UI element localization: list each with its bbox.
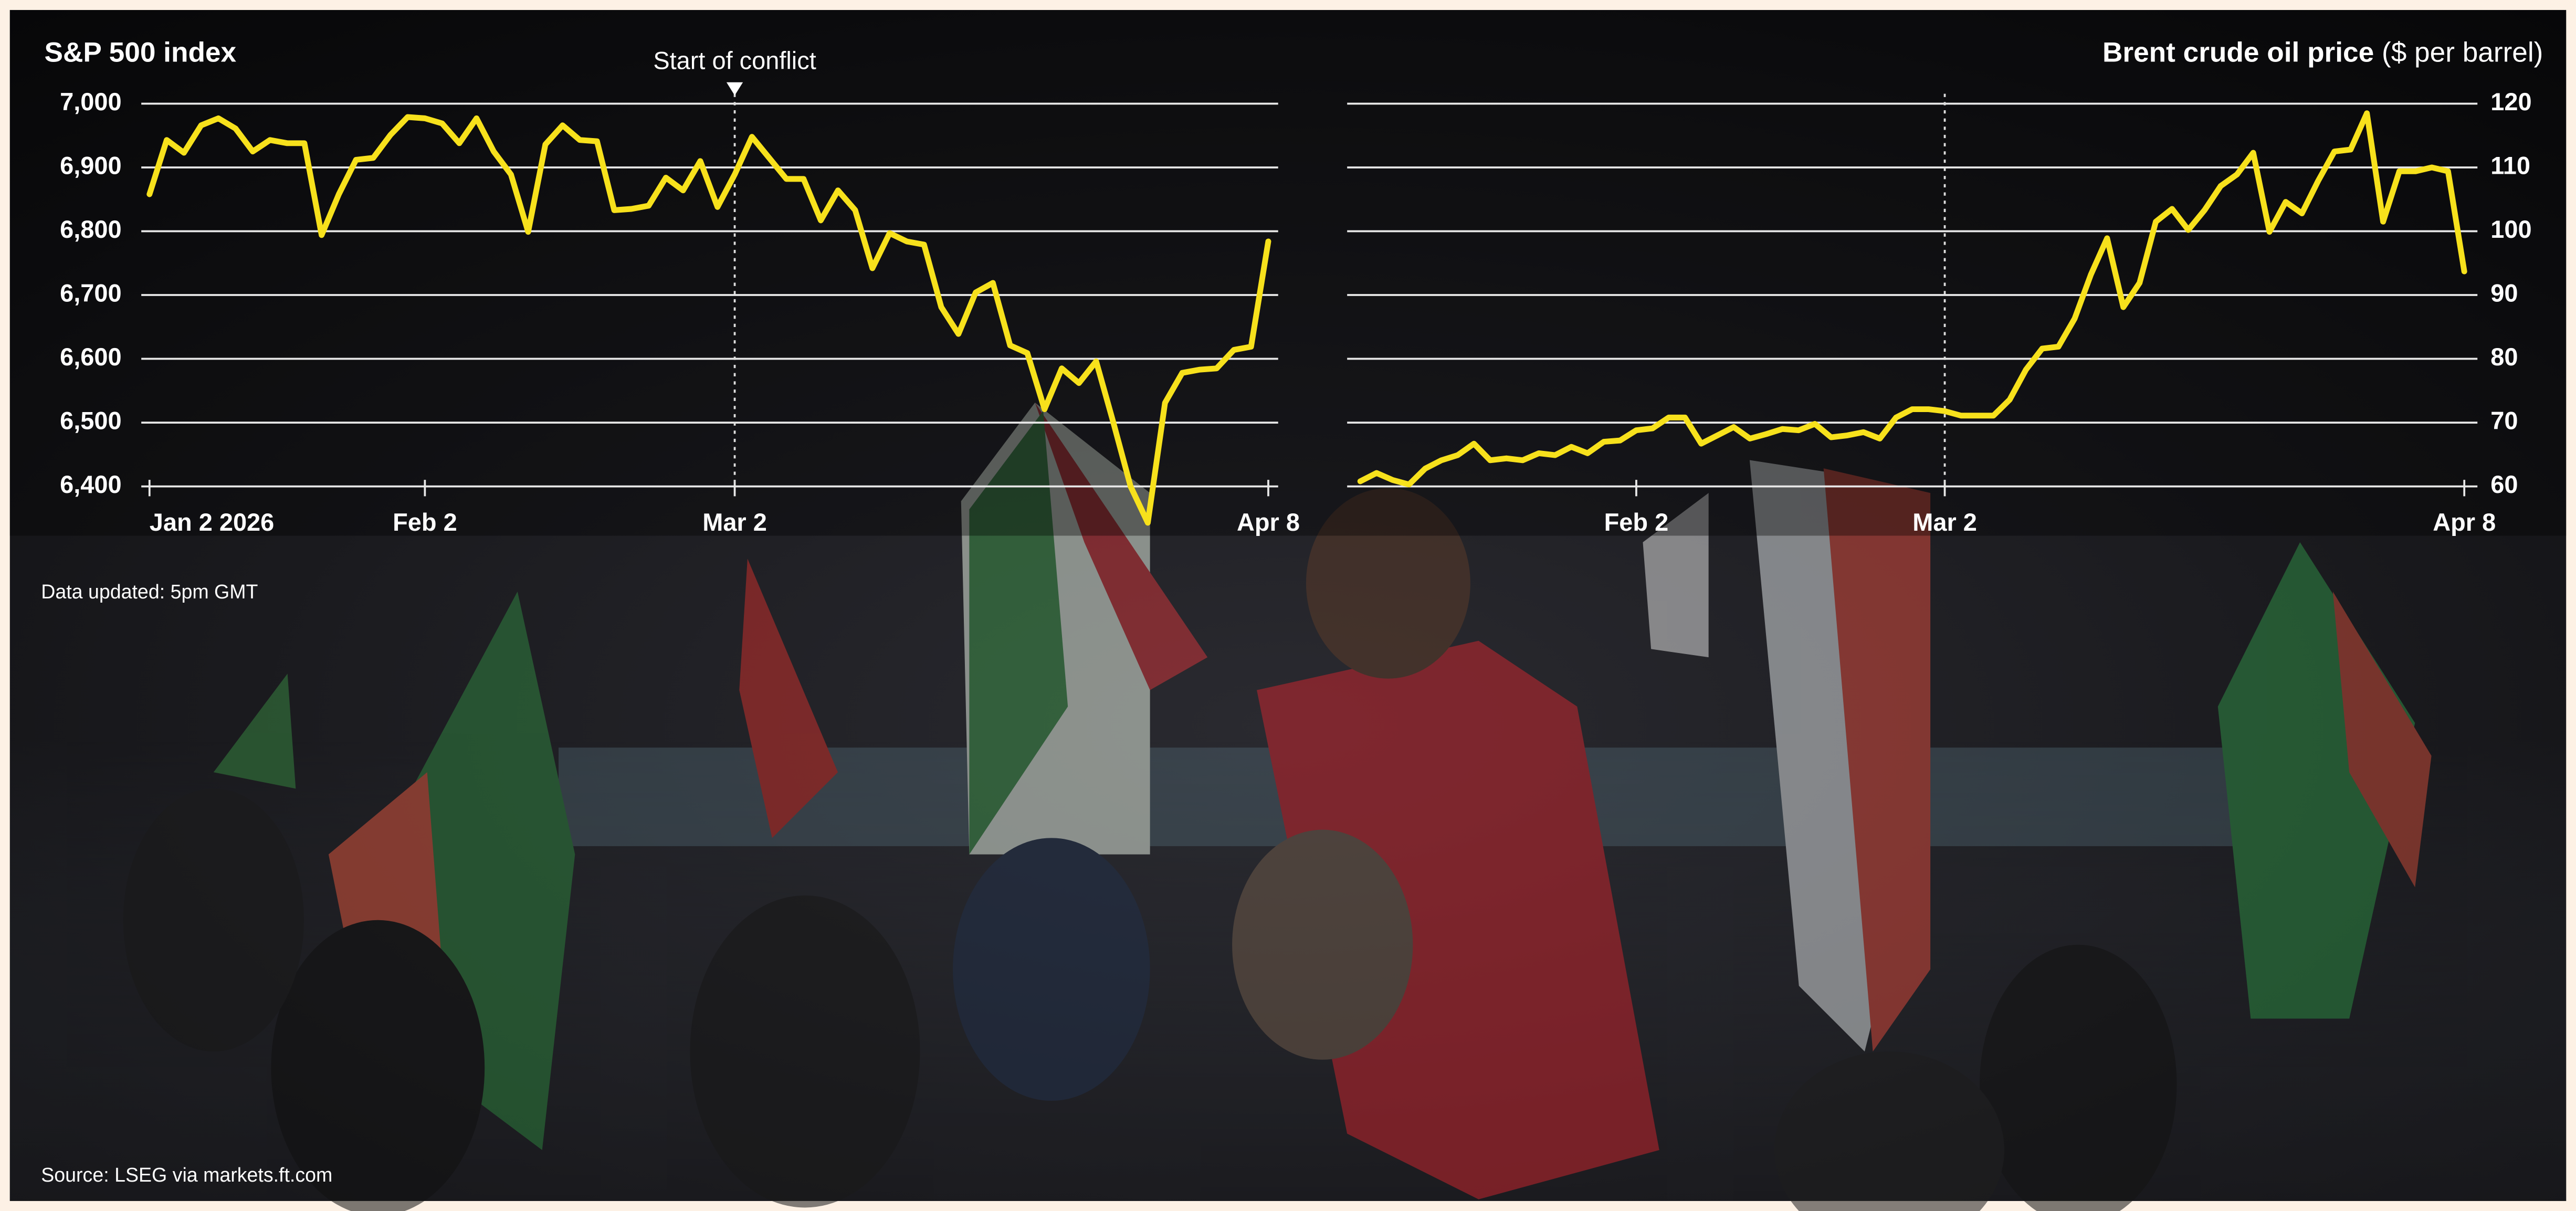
y-tick-label: 6,700 <box>60 279 121 307</box>
y-tick-label: 6,600 <box>60 343 121 371</box>
x-tick-label: Mar 2 <box>702 509 767 536</box>
title-unit: ($ per barrel) <box>2382 37 2543 68</box>
y-tick-label: 6,900 <box>60 152 121 179</box>
y-tick-label: 90 <box>2490 279 2518 307</box>
y-tick-label: 6,400 <box>60 471 121 498</box>
y-tick-label: 100 <box>2490 216 2531 243</box>
x-tick-label: Jan 2 2026 <box>150 509 274 536</box>
y-tick-label: 110 <box>2490 152 2530 179</box>
y-tick-label: 120 <box>2490 88 2531 115</box>
y-tick-label: 60 <box>2490 471 2518 498</box>
annotation-text: Start of conflict <box>653 47 816 75</box>
page: Data updated: 5pm GMT Source: LSEG via m… <box>0 0 2576 1211</box>
data-updated-note: Data updated: 5pm GMT <box>41 581 258 603</box>
chart-title: Brent crude oil price ($ per barrel) <box>2102 37 2543 68</box>
chart: Data updated: 5pm GMT Source: LSEG via m… <box>0 0 2576 1211</box>
y-tick-label: 7,000 <box>60 88 121 115</box>
source-note: Source: LSEG via markets.ft.com <box>41 1164 332 1186</box>
y-tick-label: 70 <box>2490 407 2518 434</box>
chart-backdrop <box>10 10 2566 535</box>
x-tick-label: Mar 2 <box>1912 509 1977 536</box>
title-text: Brent crude oil price <box>2102 37 2374 68</box>
x-tick-label: Apr 8 <box>2433 509 2496 536</box>
y-tick-label: 6,500 <box>60 407 121 434</box>
x-tick-label: Apr 8 <box>1237 509 1300 536</box>
x-tick-label: Feb 2 <box>393 509 457 536</box>
x-tick-label: Feb 2 <box>1604 509 1669 536</box>
y-tick-label: 6,800 <box>60 216 121 243</box>
y-tick-label: 80 <box>2490 343 2518 371</box>
chart-title: S&P 500 index <box>44 37 236 68</box>
